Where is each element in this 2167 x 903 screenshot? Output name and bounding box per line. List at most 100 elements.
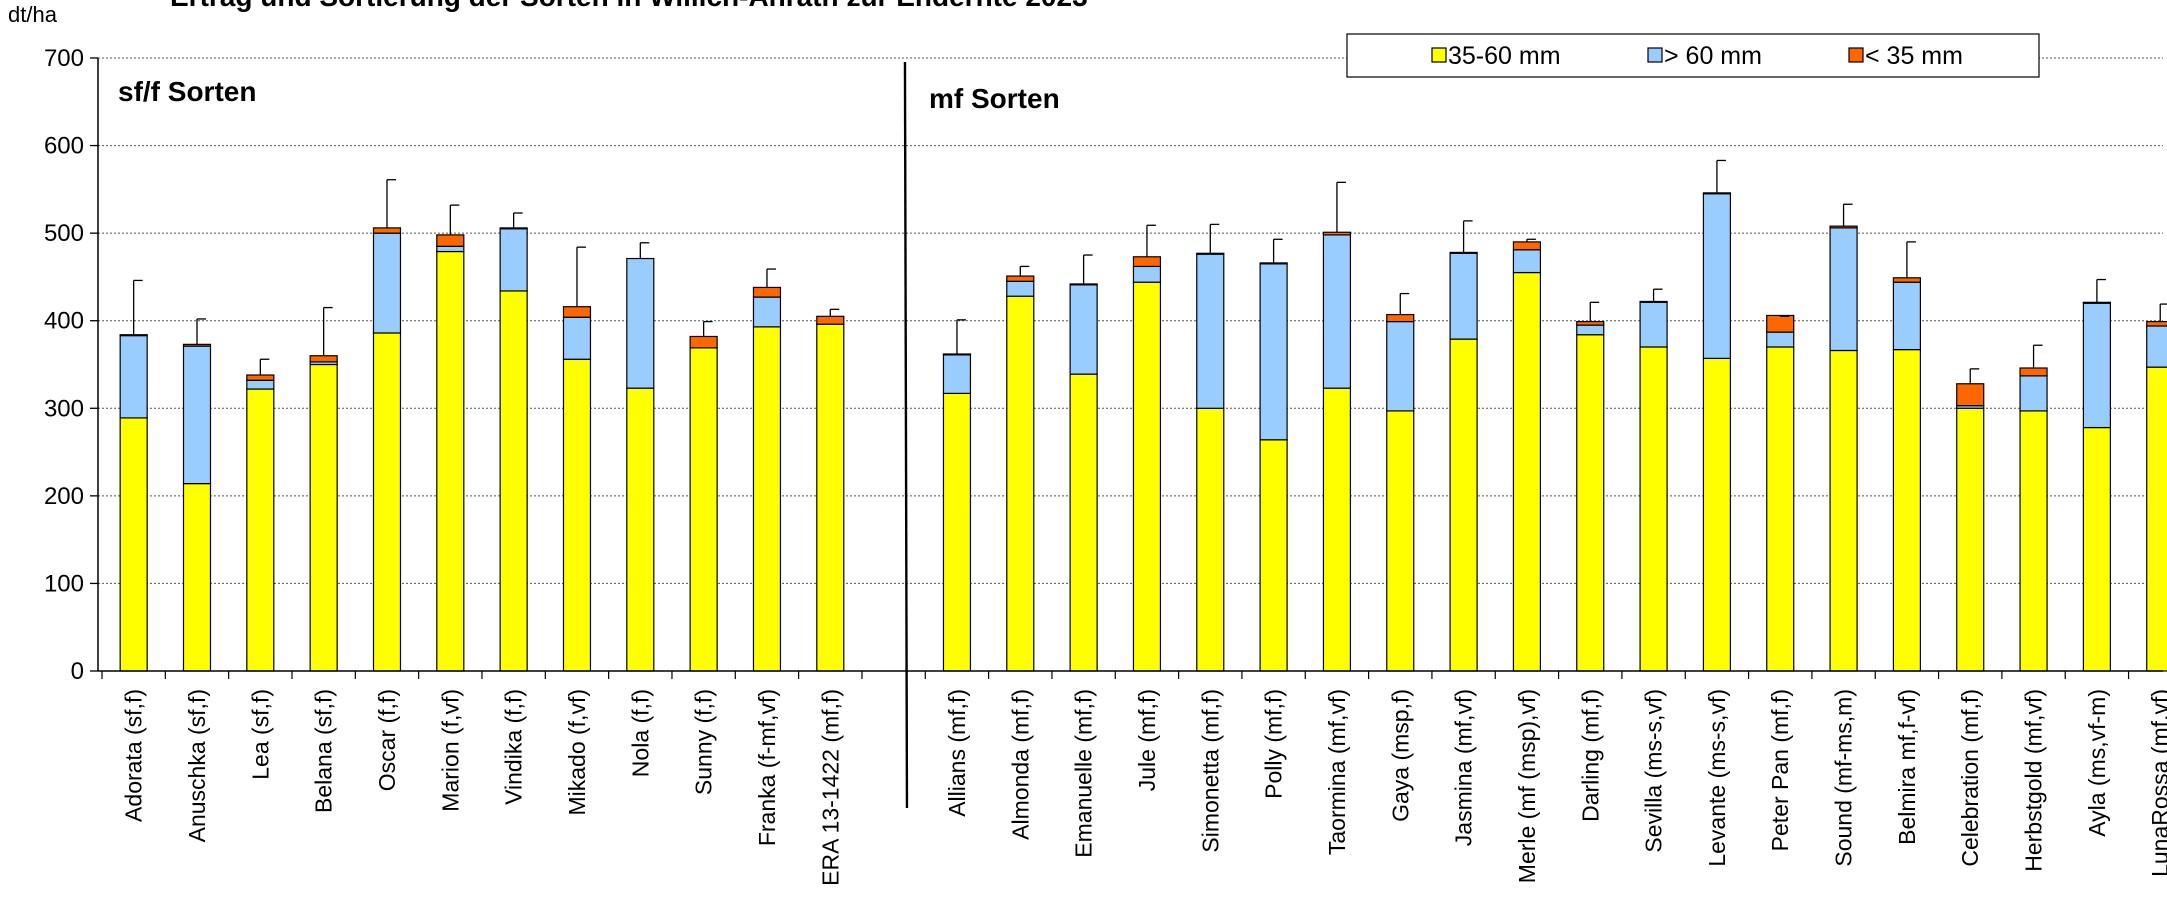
category-label: Belana (sf,f)	[311, 689, 337, 813]
bar-segment	[1512, 271, 1542, 672]
bar-segment	[372, 227, 402, 234]
bar-segment	[1196, 253, 1225, 409]
category-label: Belmira mf,f-vf)	[1894, 689, 1920, 845]
bar-segment	[1132, 256, 1162, 268]
bar-segment	[1702, 193, 1732, 359]
bar-segment	[1006, 295, 1035, 672]
group-label-sf-f: sf/f Sorten	[118, 76, 256, 107]
ytick-label-600: 600	[44, 133, 84, 160]
category-label: Lea (sf,f)	[247, 689, 273, 780]
category-label: Marion (f,vf)	[437, 689, 463, 812]
category-label: Mikado (f,vf)	[564, 689, 590, 816]
category-label: Merle (mf (msp),vf)	[1514, 689, 1540, 883]
ytick-label-700: 700	[44, 45, 84, 72]
group-labels: sf/f Sorten mf Sorten	[118, 76, 1060, 114]
bar-segment	[2146, 325, 2167, 368]
group-label-mf: mf Sorten	[929, 83, 1060, 114]
bar-segment	[752, 326, 782, 672]
bar-segment	[562, 358, 592, 672]
bar-segment	[1069, 283, 1098, 286]
bar-segment	[1386, 320, 1415, 412]
bar-segment	[2082, 302, 2111, 429]
bar-segment	[1449, 252, 1478, 340]
bar-segment	[1892, 349, 1922, 672]
bar-segment	[182, 345, 212, 485]
bar-segment	[1132, 265, 1162, 283]
bar-segment	[942, 392, 972, 672]
bar-segment	[562, 316, 592, 360]
ytick-label-500: 500	[44, 220, 84, 247]
category-label: Emanuelle (mf,f)	[1071, 689, 1097, 858]
category-label: Sound (mf-ms,m)	[1831, 689, 1857, 867]
bar-segment	[246, 388, 275, 672]
bar-segment	[119, 334, 148, 337]
bar-segment	[436, 234, 465, 247]
bar-segment	[372, 332, 402, 672]
category-label: ERA 13-1422 (mf,f)	[817, 689, 843, 886]
bar-segment	[942, 354, 972, 394]
y-axis-ticks: 0 100 200 300 400 500 600 700	[44, 45, 98, 685]
bar-segment	[1829, 349, 1858, 672]
bar-segment	[1512, 249, 1542, 274]
bar-segment	[1449, 251, 1478, 254]
bar-segment	[1639, 346, 1668, 672]
bar-segment	[1892, 277, 1922, 283]
category-label: Almonda (mf,f)	[1007, 689, 1033, 840]
bar-segment	[1766, 346, 1795, 672]
bar-segment	[2019, 410, 2048, 672]
legend-label-gt60: > 60 mm	[1664, 42, 1762, 70]
bar-segment	[499, 228, 528, 292]
bar-segment	[436, 245, 465, 253]
bar-segment	[1829, 227, 1858, 352]
bar-segment	[626, 257, 655, 389]
bar-segment	[1322, 387, 1352, 672]
group-separator-line	[903, 61, 909, 809]
category-label: Jasmina (mf,vf)	[1451, 689, 1477, 846]
bar-segment	[1006, 275, 1035, 282]
bar-segment	[1322, 234, 1352, 389]
bar-segment	[752, 286, 782, 298]
bar-segment	[309, 363, 338, 672]
bar-segment	[689, 335, 718, 349]
bar-segment	[1766, 331, 1795, 348]
legend-swatch-lt35	[1848, 47, 1864, 63]
bar-segment	[1956, 407, 1985, 672]
bar-segment	[942, 353, 972, 356]
ytick-label-300: 300	[44, 395, 84, 422]
bar-segment	[1196, 252, 1225, 255]
y-axis-unit-label: dt/ha	[8, 2, 58, 27]
bar-segment	[1892, 281, 1922, 351]
bar-segment	[2082, 426, 2111, 672]
ytick-label-100: 100	[44, 570, 84, 597]
bar-segment	[372, 232, 402, 334]
category-label: Simonetta (mf,f)	[1197, 689, 1223, 853]
category-label: Levante (ms-s,vf)	[1704, 689, 1730, 867]
bar-segment	[119, 335, 148, 419]
category-label: Anuschka (sf,f)	[184, 689, 210, 842]
category-label: Darling (mf,f)	[1577, 689, 1603, 822]
bar-segment	[1196, 407, 1225, 672]
bar-segment	[816, 315, 845, 325]
bar-segment	[626, 387, 655, 672]
bar-segment	[246, 374, 275, 381]
bar-segment	[1449, 338, 1478, 672]
category-label: Taormina (mf,vf)	[1324, 689, 1350, 855]
ytick-label-400: 400	[44, 308, 84, 335]
bar-segment	[1006, 280, 1035, 297]
category-label: Sevilla (ms-s,vf)	[1641, 689, 1667, 853]
bars	[119, 192, 2167, 672]
bar-segment	[816, 323, 845, 672]
category-label: Adorata (sf,f)	[121, 689, 147, 822]
category-label: Ayla (ms,vf-m)	[2084, 689, 2110, 837]
bar-segment	[2146, 366, 2167, 672]
bar-segment	[1259, 439, 1288, 672]
legend-label-lt35: < 35 mm	[1865, 42, 1963, 70]
bar-segment	[2082, 301, 2111, 304]
bar-segment	[1259, 263, 1288, 441]
category-label: Oscar (f,f)	[374, 689, 400, 791]
category-label: Herbstgold (mf,vf)	[2021, 689, 2047, 872]
category-label: Peter Pan (mf,f)	[1767, 689, 1793, 851]
bar-segment	[499, 227, 528, 230]
bar-segment	[1132, 281, 1162, 672]
bar-segment	[1259, 262, 1288, 265]
